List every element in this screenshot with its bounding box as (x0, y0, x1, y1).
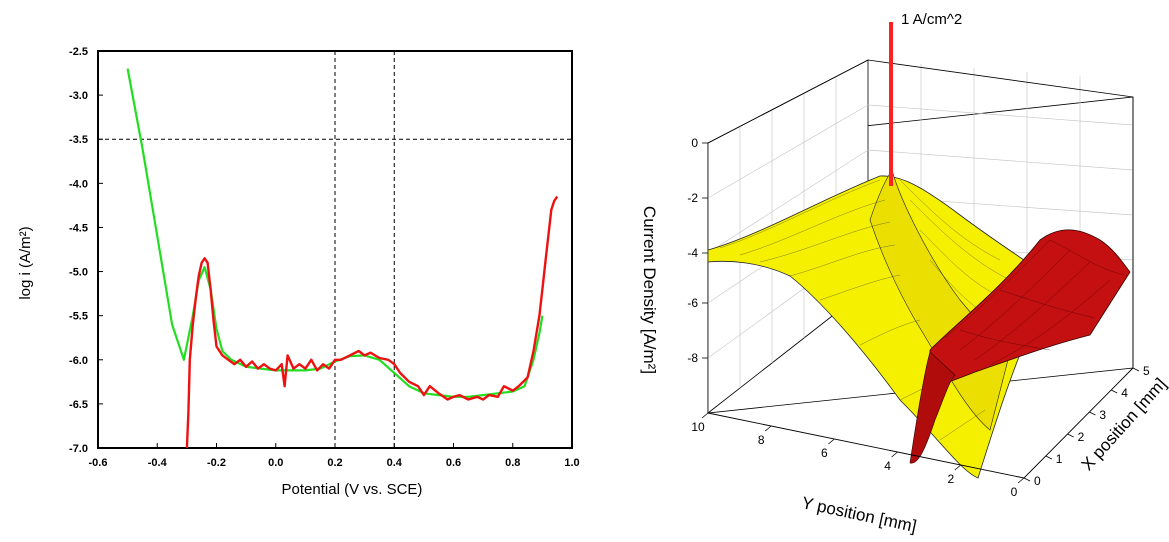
y-tick-label-3d: 2 (947, 472, 954, 486)
y-tick-label: -7.0 (69, 443, 88, 455)
surface-red (909, 229, 1131, 464)
x-tick-mark-3d (1023, 477, 1031, 482)
x-tick-label: 0.4 (387, 457, 403, 469)
left-data-series (126, 68, 559, 449)
x-tick-mark-3d (1067, 433, 1074, 438)
y-tick-mark-3d (701, 412, 709, 419)
y-tick-label: -5.5 (69, 311, 88, 323)
x-tick-label-3d: 0 (1034, 474, 1041, 488)
y-tick-label-3d: 6 (821, 446, 828, 460)
x-tick-label-3d: 5 (1143, 364, 1150, 378)
x-tick-mark-3d (1132, 367, 1140, 372)
x-tick-label: -0.6 (89, 457, 108, 469)
x-tick-label-3d: 3 (1099, 408, 1106, 422)
y-tick-label: -3.5 (69, 134, 88, 146)
y-tick-label: -5.0 (69, 267, 88, 279)
surface-mesh-red (944, 239, 1126, 366)
y-tick-mark-3d (891, 451, 898, 458)
y-tick-mark-3d (1017, 477, 1025, 484)
z-tick-label: -4 (687, 246, 698, 260)
y-tick-label: -4.0 (69, 178, 88, 190)
y-tick-label: -4.5 (69, 222, 88, 234)
left-axis-ticks: -0.6 -0.4 -0.2 0.0 0.2 0.4 0.6 0.8 1.0 -2.5 -3.0 -3… (69, 46, 580, 469)
y-axis-label-3d: Y position [mm] (800, 493, 918, 536)
left-x-axis-label: Potential (V vs. SCE) (282, 481, 423, 498)
series-line-red (185, 195, 559, 449)
z-axis-label: Current Density [A/m²] (640, 206, 659, 374)
x-tick-mark-3d (1045, 455, 1052, 460)
y-tick-label-3d: 4 (884, 459, 891, 473)
x-tick-label: -0.2 (207, 457, 226, 469)
x-tick-label: 1.0 (564, 457, 579, 469)
z-axis-ticks: 0 -2 -4 -6 -8 (687, 136, 708, 365)
x-tick-mark-3d (1089, 411, 1096, 416)
left-y-axis-label: log i (A/m²) (17, 226, 34, 299)
z-tick-label: -8 (687, 351, 698, 365)
surface-red-tail (909, 351, 956, 464)
y-tick-label-3d: 10 (691, 420, 705, 434)
y-tick-mark-3d (764, 425, 772, 432)
x-tick-label: -0.4 (148, 457, 168, 469)
y-axis-ticks: 10 8 6 4 2 0 (691, 412, 1025, 499)
x-tick-label-3d: 2 (1078, 430, 1085, 444)
x-tick-label-3d: 1 (1056, 452, 1063, 466)
z-tick-label: 0 (691, 136, 698, 150)
x-tick-label: 0.6 (446, 457, 461, 469)
y-tick-label: -6.0 (69, 355, 88, 367)
y-tick-label: -6.5 (69, 399, 88, 411)
x-tick-label: 0.2 (327, 457, 342, 469)
z-tick-label: -6 (687, 296, 698, 310)
x-tick-mark-3d (1111, 389, 1118, 394)
y-tick-label-3d: 0 (1011, 485, 1018, 499)
left-reference-lines (98, 51, 572, 448)
x-tick-label-3d: 4 (1121, 386, 1128, 400)
spike-annotation: 1 A/cm^2 (901, 11, 962, 28)
y-tick-label-3d: 8 (758, 433, 765, 447)
z-tick-label: -2 (687, 191, 698, 205)
box-top (707, 59, 1134, 144)
x-tick-label: 0.8 (505, 457, 520, 469)
y-tick-mark-3d (954, 464, 962, 471)
surface-red-main (929, 229, 1131, 389)
x-tick-label: 0.0 (268, 457, 283, 469)
y-tick-label: -3.0 (69, 90, 88, 102)
y-tick-label: -2.5 (69, 46, 88, 58)
polarization-curve-chart: -0.6 -0.4 -0.2 0.0 0.2 0.4 0.6 0.8 1.0 -2.5 -3.0 -3… (17, 46, 580, 498)
y-tick-mark-3d (828, 438, 835, 445)
